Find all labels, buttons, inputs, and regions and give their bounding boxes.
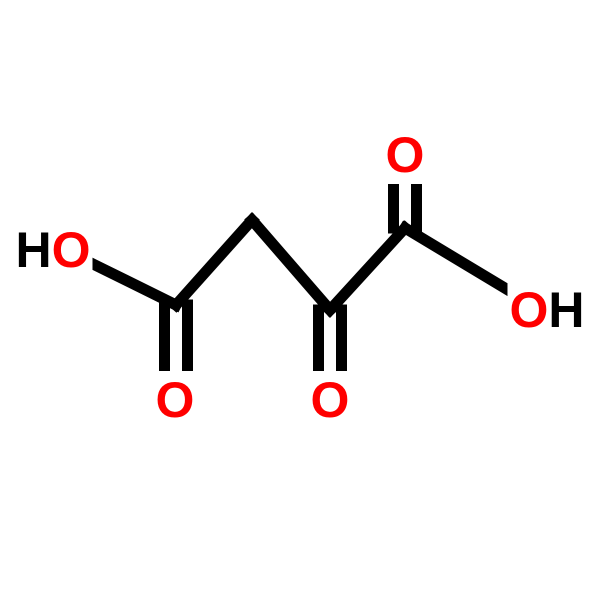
atom-O2: O bbox=[309, 371, 352, 429]
atom-O3: O bbox=[384, 126, 427, 184]
atom-OH2: OH bbox=[507, 281, 586, 339]
atom-O1: O bbox=[154, 371, 197, 429]
atom-HO1: HO bbox=[13, 221, 92, 279]
